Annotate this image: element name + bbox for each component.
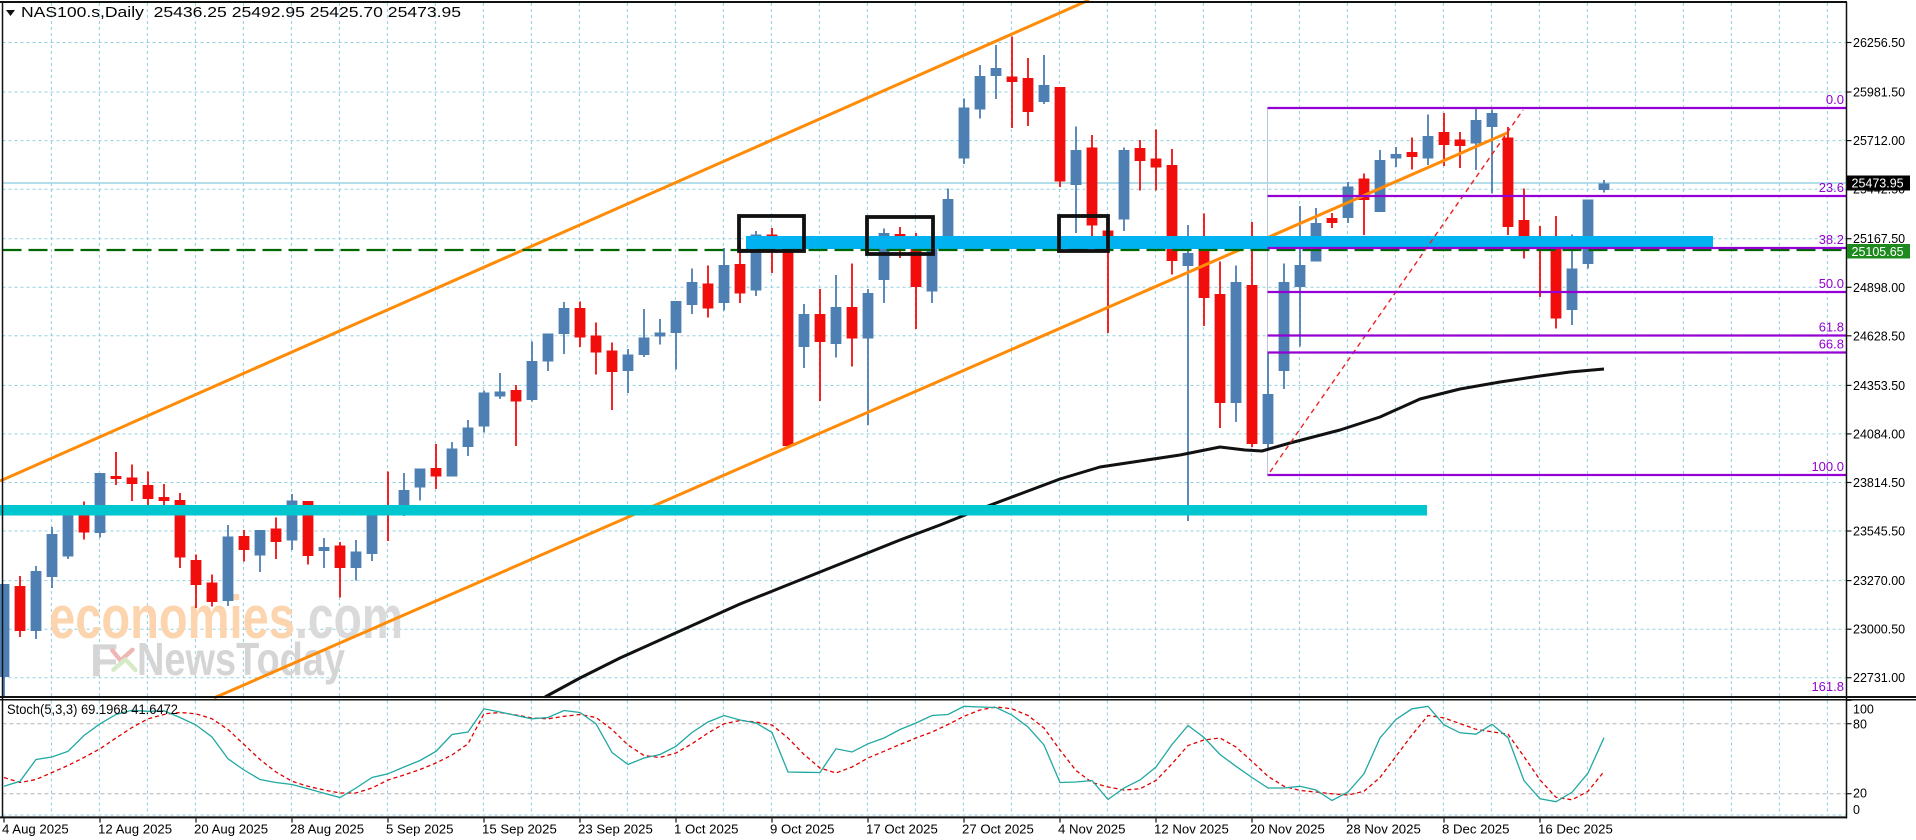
- svg-text:66.8: 66.8: [1819, 337, 1844, 352]
- svg-text:100: 100: [1853, 703, 1874, 717]
- svg-text:15 Sep 2025: 15 Sep 2025: [482, 822, 557, 837]
- svg-text:24628.50: 24628.50: [1853, 329, 1905, 343]
- svg-text:50.0: 50.0: [1819, 276, 1844, 291]
- svg-text:0.0: 0.0: [1826, 92, 1844, 107]
- svg-text:16 Dec 2025: 16 Dec 2025: [1538, 822, 1613, 837]
- svg-text:25981.50: 25981.50: [1853, 86, 1905, 100]
- svg-text:0: 0: [1853, 803, 1860, 817]
- svg-text:22731.00: 22731.00: [1853, 671, 1905, 685]
- svg-text:100.0: 100.0: [1811, 459, 1844, 474]
- svg-text:12 Nov 2025: 12 Nov 2025: [1154, 822, 1229, 837]
- svg-text:4 Nov 2025: 4 Nov 2025: [1058, 822, 1125, 837]
- svg-text:28 Aug 2025: 28 Aug 2025: [290, 822, 364, 837]
- svg-text:27 Oct 2025: 27 Oct 2025: [962, 822, 1034, 837]
- svg-text:25712.00: 25712.00: [1853, 134, 1905, 148]
- svg-text:24353.50: 24353.50: [1853, 379, 1905, 393]
- svg-text:38.2: 38.2: [1819, 232, 1844, 247]
- svg-text:161.8: 161.8: [1811, 679, 1844, 694]
- svg-text:9 Oct 2025: 9 Oct 2025: [770, 822, 835, 837]
- svg-text:80: 80: [1853, 718, 1867, 732]
- svg-text:23.6: 23.6: [1819, 180, 1844, 195]
- svg-text:1 Oct 2025: 1 Oct 2025: [674, 822, 739, 837]
- svg-text:NewsToday: NewsToday: [137, 633, 345, 685]
- svg-text:F: F: [90, 634, 118, 686]
- svg-text:20 Aug 2025: 20 Aug 2025: [194, 822, 268, 837]
- svg-text:23 Sep 2025: 23 Sep 2025: [578, 822, 653, 837]
- svg-text:25105.65: 25105.65: [1852, 245, 1904, 259]
- svg-text:12 Aug 2025: 12 Aug 2025: [98, 822, 172, 837]
- svg-text:28 Nov 2025: 28 Nov 2025: [1346, 822, 1421, 837]
- svg-text:23000.50: 23000.50: [1853, 623, 1905, 637]
- svg-text:61.8: 61.8: [1819, 320, 1844, 335]
- svg-text:25473.95: 25473.95: [1852, 177, 1904, 191]
- svg-text:20: 20: [1853, 787, 1867, 801]
- svg-text:23545.50: 23545.50: [1853, 525, 1905, 539]
- svg-text:20 Nov 2025: 20 Nov 2025: [1250, 822, 1325, 837]
- svg-text:26256.50: 26256.50: [1853, 36, 1905, 50]
- svg-text:8 Dec 2025: 8 Dec 2025: [1442, 822, 1509, 837]
- svg-text:23814.50: 23814.50: [1853, 476, 1905, 490]
- svg-text:5 Sep 2025: 5 Sep 2025: [386, 822, 453, 837]
- svg-text:24898.00: 24898.00: [1853, 281, 1905, 295]
- svg-text:economies: economies: [49, 584, 295, 651]
- svg-text:Stoch(5,3,3) 69.1968 41.6472: Stoch(5,3,3) 69.1968 41.6472: [7, 702, 178, 717]
- svg-text:23270.00: 23270.00: [1853, 574, 1905, 588]
- svg-text:25167.50: 25167.50: [1853, 232, 1905, 246]
- svg-text:4 Aug 2025: 4 Aug 2025: [2, 822, 69, 837]
- svg-text:NAS100.s,Daily 25436.25 25492: NAS100.s,Daily 25436.25 25492.95 25425.7…: [21, 4, 461, 21]
- svg-text:24084.00: 24084.00: [1853, 427, 1905, 441]
- svg-text:17 Oct 2025: 17 Oct 2025: [866, 822, 938, 837]
